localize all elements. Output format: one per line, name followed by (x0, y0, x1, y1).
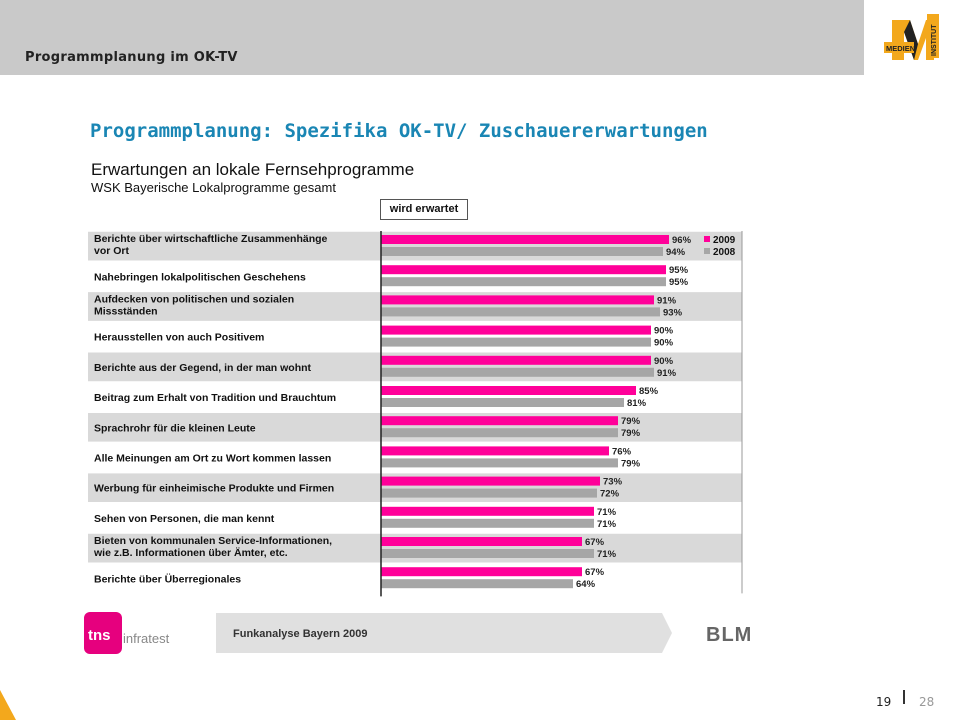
data-label: 79% (621, 428, 641, 439)
bar-chart: Berichte über wirtschaftliche Zusammenhä… (88, 230, 743, 597)
bar-2009 (381, 506, 594, 516)
tns-logo: tns (84, 612, 124, 661)
tns-brand-text: tns (88, 627, 111, 644)
category-label: Beitrag zum Erhalt von Tradition und Bra… (94, 392, 336, 404)
category-label: Berichte aus der Gegend, in der man wohn… (94, 362, 312, 374)
bar-2008 (381, 337, 651, 347)
data-label: 72% (600, 489, 620, 500)
data-label: 79% (621, 416, 641, 427)
page-total: 28 (919, 695, 935, 709)
bar-2008 (381, 398, 624, 407)
category-label: Sehen von Personen, die man kennt (94, 513, 275, 525)
legend-label-2009: 2009 (713, 235, 736, 246)
data-label: 71% (597, 549, 617, 560)
bar-2008 (381, 307, 660, 317)
medieninstitut-logo: MEDIEN INSTITUT (884, 14, 939, 60)
bar-2009 (381, 476, 600, 486)
logo-text-institut: INSTITUT (931, 24, 938, 56)
data-label: 90% (654, 338, 674, 349)
data-label: 81% (627, 398, 647, 409)
category-label: Werbung für einheimische Produkte und Fi… (94, 483, 334, 495)
bar-2008 (381, 518, 594, 528)
bar-2008 (381, 247, 663, 256)
bar-2009 (381, 295, 654, 305)
page-separator (903, 690, 905, 704)
column-header: wird erwartet (380, 199, 468, 220)
legend-swatch-2009 (704, 236, 710, 242)
bar-2009 (381, 567, 582, 577)
data-label: 79% (621, 458, 641, 469)
category-label: Sprachrohr für die kleinen Leute (94, 422, 256, 434)
data-label: 64% (576, 579, 596, 590)
data-label: 67% (585, 537, 605, 548)
chart-subtitle: WSK Bayerische Lokalprogramme gesamt (91, 180, 336, 195)
bar-2008 (381, 428, 618, 438)
category-label: Berichte über wirtschaftliche Zusammenhä… (94, 233, 328, 245)
bar-2008 (381, 488, 597, 498)
category-label: Aufdecken von politischen und sozialen (94, 293, 294, 305)
legend-swatch-2008 (704, 248, 710, 254)
bar-2008 (381, 367, 654, 377)
category-label: Herausstellen von auch Positivem (94, 332, 264, 344)
legend-label-2008: 2008 (713, 247, 736, 258)
category-label: wie z.B. Informationen über Ämter, etc. (93, 546, 288, 559)
bar-2009 (381, 235, 669, 244)
blm-logo: BLM (706, 624, 753, 646)
data-label: 71% (597, 507, 617, 518)
category-label: Nahebringen lokalpolitischen Geschehens (94, 271, 306, 283)
data-label: 73% (603, 477, 623, 488)
chart-title: Erwartungen an lokale Fernsehprogramme (91, 160, 415, 179)
corner-accent (0, 690, 16, 720)
header-title: Programmplanung im OK-TV (25, 50, 238, 65)
source-text: Funkanalyse Bayern 2009 (233, 628, 368, 640)
category-label: vor Ort (94, 245, 130, 257)
slide-title: Programmplanung: Spezifika OK-TV/ Zuscha… (90, 120, 708, 142)
bar-2009 (381, 325, 651, 335)
source-band (216, 613, 672, 653)
data-label: 94% (666, 247, 686, 258)
category-label: Bieten von kommunalen Service-Informatio… (94, 535, 332, 547)
data-label: 96% (672, 235, 692, 246)
category-label: Berichte über Überregionales (94, 572, 241, 585)
data-label: 90% (654, 326, 674, 337)
bar-2008 (381, 458, 618, 468)
logo-text-medien: MEDIEN (886, 44, 915, 53)
data-label: 91% (657, 368, 677, 379)
data-label: 71% (597, 519, 617, 530)
bar-2009 (381, 386, 636, 395)
category-label: Alle Meinungen am Ort zu Wort kommen las… (94, 453, 331, 465)
bar-2009 (381, 446, 609, 456)
bar-2009 (381, 537, 582, 546)
bar-2009 (381, 416, 618, 426)
data-label: 67% (585, 567, 605, 578)
category-label: Missständen (94, 305, 158, 317)
page-number: 19 (876, 695, 892, 709)
data-label: 76% (612, 446, 632, 457)
data-label: 93% (663, 307, 683, 318)
bar-2008 (381, 579, 573, 589)
bar-2008 (381, 549, 594, 558)
data-label: 95% (669, 277, 689, 288)
header-band (0, 0, 864, 75)
data-label: 90% (654, 356, 674, 367)
bar-2008 (381, 277, 666, 287)
bar-2009 (381, 265, 666, 275)
data-label: 91% (657, 295, 677, 306)
bar-2009 (381, 355, 651, 365)
tns-sub-text: infratest (123, 631, 170, 646)
data-label: 85% (639, 386, 659, 397)
data-label: 95% (669, 265, 689, 276)
